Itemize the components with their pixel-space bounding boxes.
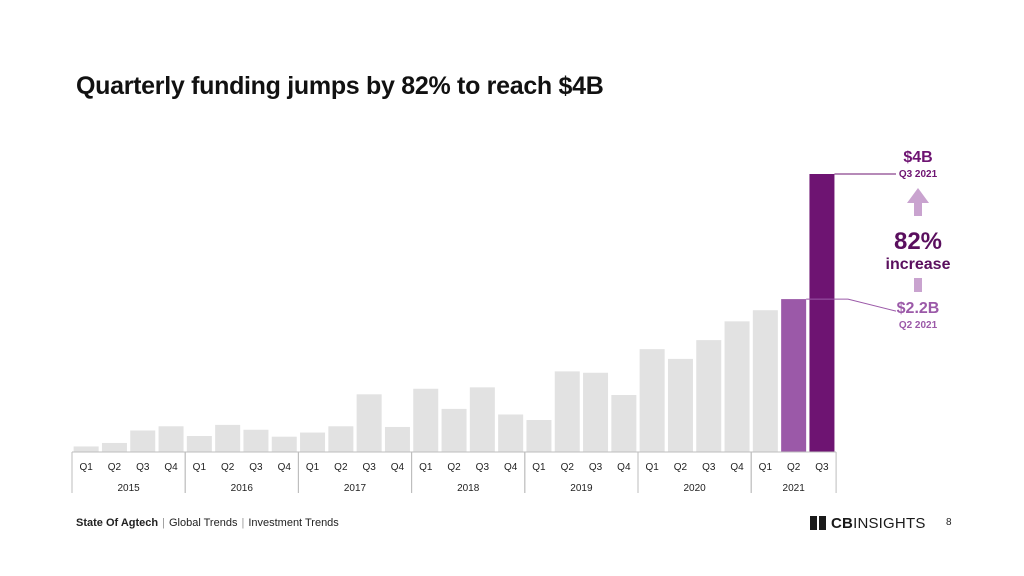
quarter-tick-label: Q3 <box>249 462 263 473</box>
quarter-tick-label: Q2 <box>221 462 235 473</box>
quarter-tick-label: Q2 <box>674 462 688 473</box>
bar-2016-q3 <box>243 429 269 452</box>
bar-2015-q1 <box>73 446 99 452</box>
quarter-tick-label: Q4 <box>504 462 518 473</box>
change-percent-label: 82% <box>894 228 942 255</box>
bar-2016-q2 <box>215 424 241 452</box>
prior-period-label: Q2 2021 <box>899 320 938 331</box>
bar-2015-q3 <box>130 430 156 452</box>
bar-2021-q2 <box>781 299 807 452</box>
bar-2017-q3 <box>356 394 382 452</box>
bar-2016-q4 <box>271 436 297 452</box>
bar-2018-q4 <box>498 414 524 452</box>
annotations: $4B Q3 2021 82%increase $2.2B Q2 2021 <box>806 149 951 331</box>
quarter-tick-label: Q1 <box>79 462 93 473</box>
quarter-tick-label: Q1 <box>532 462 546 473</box>
bars-group <box>73 174 835 452</box>
footer-subsection: Investment Trends <box>248 517 339 529</box>
bar-2015-q4 <box>158 426 184 452</box>
quarter-tick-label: Q3 <box>136 462 150 473</box>
quarter-tick-label: Q3 <box>815 462 829 473</box>
quarter-tick-label: Q3 <box>589 462 603 473</box>
bar-2018-q1 <box>413 388 439 452</box>
quarter-tick-label: Q2 <box>561 462 575 473</box>
bar-2020-q2 <box>667 358 693 452</box>
quarter-tick-label: Q4 <box>391 462 405 473</box>
bar-2019-q1 <box>526 420 552 452</box>
quarter-tick-label: Q1 <box>645 462 659 473</box>
quarter-tick-label: Q2 <box>787 462 801 473</box>
quarter-tick-label: Q1 <box>419 462 433 473</box>
bar-2016-q1 <box>186 436 212 452</box>
bar-2021-q1 <box>752 310 778 452</box>
current-period-label: Q3 2021 <box>899 169 938 180</box>
arrow-stem-icon <box>914 278 922 292</box>
quarter-tick-label: Q2 <box>447 462 461 473</box>
bar-chart: Q1 Q2 Q3 Q4 2015 Q1 Q2 Q3 Q4 2016 Q1 Q2 Q3 Q4 2017 Q1 Q2… <box>71 149 951 494</box>
quarter-tick-label: Q1 <box>759 462 773 473</box>
quarter-tick-label: Q4 <box>617 462 631 473</box>
quarter-tick-label: Q2 <box>334 462 348 473</box>
quarter-tick-label: Q4 <box>164 462 178 473</box>
year-tick-label: 2016 <box>231 483 254 494</box>
prior-leader-line <box>806 298 897 312</box>
bar-2019-q2 <box>554 371 580 452</box>
cbinsights-logo-icon <box>810 516 826 530</box>
change-word-label: increase <box>886 256 951 273</box>
quarter-tick-label: Q4 <box>278 462 292 473</box>
year-tick-label: 2019 <box>570 483 593 494</box>
year-tick-label: 2015 <box>117 483 140 494</box>
year-tick-label: 2018 <box>457 483 480 494</box>
quarter-tick-label: Q2 <box>108 462 122 473</box>
footer-section: Global Trends <box>168 517 238 529</box>
quarter-tick-label: Q3 <box>476 462 490 473</box>
bar-2018-q2 <box>441 408 467 452</box>
year-tick-label: 2017 <box>344 483 367 494</box>
bar-2017-q1 <box>300 432 326 452</box>
quarter-tick-label: Q3 <box>702 462 716 473</box>
bar-2017-q2 <box>328 426 354 452</box>
bar-2020-q4 <box>724 321 750 452</box>
increase-arrow-icon <box>907 188 929 216</box>
bar-2018-q3 <box>469 387 495 452</box>
bar-2020-q1 <box>639 349 665 452</box>
bar-2015-q2 <box>101 442 127 452</box>
quarter-tick-label: Q1 <box>193 462 207 473</box>
quarter-tick-label: Q1 <box>306 462 320 473</box>
year-tick-label: 2021 <box>783 483 806 494</box>
current-value-label: $4B <box>903 149 932 166</box>
x-axis: Q1 Q2 Q3 Q4 2015 Q1 Q2 Q3 Q4 2016 Q1 Q2 Q3 Q4 2017 Q1 Q2… <box>71 451 837 494</box>
bar-2020-q3 <box>696 340 722 452</box>
quarter-tick-label: Q4 <box>730 462 744 473</box>
bar-2019-q4 <box>611 395 637 452</box>
bar-2017-q4 <box>384 426 410 452</box>
footer-breadcrumb: State Of Agtech | Global Trends | Investment… <box>76 517 339 529</box>
bar-2019-q3 <box>583 372 609 452</box>
footer-report: State Of Agtech <box>76 517 159 529</box>
quarter-tick-label: Q3 <box>362 462 376 473</box>
year-tick-label: 2020 <box>683 483 706 494</box>
cbinsights-logo: CBINSIGHTS <box>810 514 926 532</box>
bar-2021-q3 <box>809 174 835 452</box>
page-number: 8 <box>946 517 952 528</box>
prior-value-label: $2.2B <box>897 300 940 317</box>
page-title: Quarterly funding jumps by 82% to reach … <box>76 72 604 100</box>
